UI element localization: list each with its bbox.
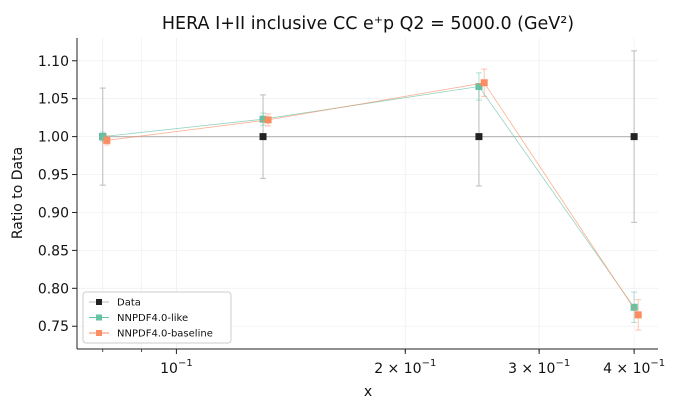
legend-marker: [96, 330, 102, 336]
data-point: [475, 83, 483, 91]
y-tick-label: 0.80: [38, 281, 69, 297]
y-tick-label: 0.95: [38, 168, 69, 184]
x-tick-label: 10−1: [160, 358, 193, 377]
y-tick-label: 0.90: [38, 205, 69, 221]
legend: Data NNPDF4.0-like NNPDF4.0-baseline: [82, 291, 232, 344]
data-point: [259, 115, 267, 123]
legend-label: Data: [117, 298, 141, 309]
series-nnpdf4-0-like: [99, 72, 638, 323]
series-line: [106, 82, 639, 316]
legend-label: NNPDF4.0-baseline: [117, 329, 213, 340]
data-point: [259, 133, 267, 141]
legend-marker: [96, 314, 102, 321]
data-point: [475, 133, 483, 141]
y-axis-label: Ratio to Data: [10, 147, 26, 239]
series-data: [99, 50, 638, 223]
data-point: [99, 133, 107, 141]
x-tick-label: 3 × 10−1: [508, 358, 570, 377]
series-line: [102, 86, 635, 308]
ticks: 0.75 0.80 0.85 0.90 0.95 1.00 1.05 1.10 10−1 2 × …: [38, 54, 665, 377]
series-nnpdf4-0-baseline: [103, 68, 642, 331]
y-tick-label: 1.10: [38, 54, 69, 70]
x-axis-label: x: [364, 384, 372, 400]
data-point: [630, 133, 638, 141]
data-point: [630, 303, 638, 311]
y-tick-label: 1.00: [38, 130, 69, 146]
legend-marker: [96, 299, 102, 305]
data-point: [103, 136, 111, 144]
y-tick-label: 1.05: [38, 92, 69, 108]
chart-title: HERA I+II inclusive CC e⁺p Q2 = 5000.0 (…: [162, 14, 574, 34]
legend-label: NNPDF4.0-like: [117, 313, 188, 324]
y-tick-label: 0.85: [38, 243, 69, 259]
data-point: [264, 116, 272, 124]
data-point: [634, 311, 642, 319]
axes: [76, 38, 658, 350]
data-point: [480, 79, 488, 87]
x-tick-label: 2 × 10−1: [374, 358, 436, 377]
series-layer: [99, 50, 642, 331]
x-tick-label: 4 × 10−1: [603, 358, 665, 377]
legend-box: [82, 291, 232, 344]
y-tick-label: 0.75: [38, 319, 69, 335]
